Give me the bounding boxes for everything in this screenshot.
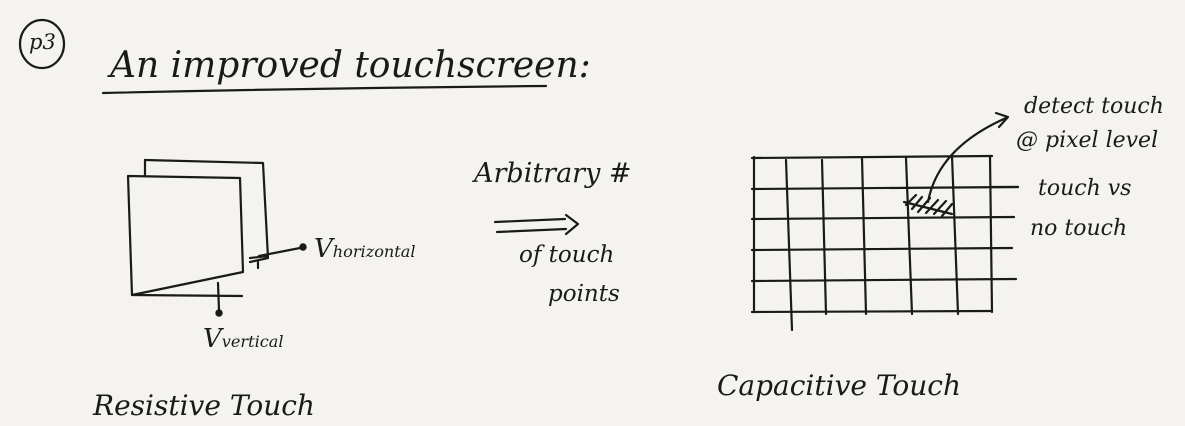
resistive-caption: Resistive Touch — [93, 389, 315, 422]
pointer-arrowhead — [994, 111, 1010, 129]
v-vertical-main: V — [203, 324, 222, 354]
touch-points-line1: of touch — [519, 242, 615, 268]
front-panel-bottom — [130, 293, 244, 298]
back-panel — [143, 158, 270, 264]
implies-arrow — [493, 213, 580, 236]
page-label-circle — [18, 18, 66, 70]
detect-touch-note: detect touch — [1024, 94, 1164, 119]
v-horizontal-label: Vhorizontal — [314, 236, 416, 262]
touch-vs-note: touch vs — [1038, 176, 1132, 201]
no-touch-note: no touch — [1030, 216, 1128, 241]
h-terminal — [299, 243, 307, 251]
v-horizontal-main: V — [314, 234, 333, 264]
title-underline — [101, 84, 548, 95]
pixel-level-note: @ pixel level — [1016, 128, 1159, 153]
touched-cell-hatch — [902, 193, 954, 218]
v-horizontal-sub: horizontal — [332, 242, 416, 261]
v-vertical-label: Vvertical — [203, 326, 284, 352]
front-panel — [126, 174, 245, 297]
page-label: p3 — [29, 30, 56, 54]
v-terminal — [215, 309, 223, 317]
pointer-arrow — [926, 116, 1008, 204]
v-connector — [216, 281, 221, 312]
arbitrary-label: Arbitrary # — [474, 158, 632, 189]
capacitive-caption: Capacitive Touch — [717, 369, 961, 402]
v-vertical-sub: vertical — [221, 332, 284, 351]
resistive-panels — [126, 158, 307, 317]
h-connector — [248, 246, 302, 270]
touch-points-line2: points — [548, 281, 620, 307]
page-title: An improved touchscreen: — [110, 45, 591, 86]
capacitive-grid — [750, 154, 1020, 332]
